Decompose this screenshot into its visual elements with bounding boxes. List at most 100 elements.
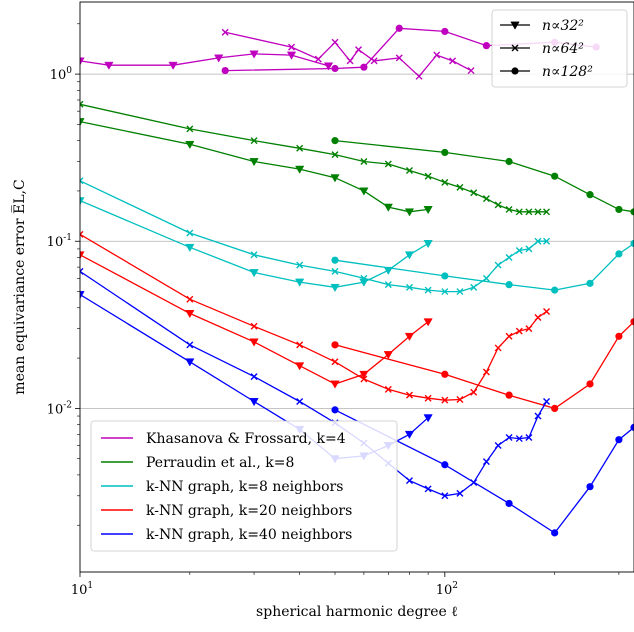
color-legend-label: k-NN graph, k=8 neighbors: [146, 479, 343, 495]
data-point: [185, 243, 195, 253]
data-point: [534, 237, 542, 245]
data-point: [482, 195, 490, 203]
data-point: [249, 338, 259, 347]
color-legend-label: k-NN graph, k=40 neighbors: [146, 527, 352, 543]
data-point: [186, 341, 194, 349]
color-legend-label: Khasanova & Frossard, k=4: [146, 431, 346, 447]
color-legend-box: [90, 420, 398, 552]
data-point: [441, 370, 449, 378]
series-0-triangle: [80, 50, 334, 71]
data-point: [630, 239, 634, 248]
data-point: [441, 461, 449, 469]
data-point: [360, 63, 368, 71]
data-point: [505, 157, 513, 166]
data-point: [441, 27, 449, 36]
data-point: [80, 57, 85, 66]
data-point: [534, 313, 542, 321]
series-11-circle: [331, 318, 634, 412]
data-point: [359, 187, 369, 196]
data-point: [221, 66, 229, 75]
data-point: [424, 172, 432, 180]
data-point: [250, 373, 258, 381]
data-point: [505, 332, 513, 340]
data-point: [405, 391, 413, 399]
data-point: [543, 307, 551, 315]
plot-frame: [79, 1, 634, 573]
data-point: [586, 483, 594, 491]
data-point: [404, 332, 415, 341]
data-point: [494, 344, 502, 352]
data-point: [423, 414, 433, 423]
plot-area: [80, 24, 634, 537]
data-point: [80, 100, 84, 108]
data-point: [286, 51, 297, 60]
data-point: [543, 397, 551, 405]
series-line: [80, 233, 547, 401]
data-point: [288, 43, 296, 51]
data-point: [296, 341, 304, 349]
color-legend: Khasanova & Frossard, k=4 Perraudin et al…: [90, 420, 398, 552]
data-point: [404, 251, 415, 260]
data-point: [331, 267, 339, 275]
tick-label: 102: [436, 581, 458, 598]
data-point: [505, 205, 513, 213]
data-point: [470, 388, 478, 396]
data-point: [296, 144, 304, 152]
data-point: [405, 167, 413, 174]
data-point: [360, 158, 368, 165]
data-point: [543, 237, 551, 245]
data-point: [415, 72, 423, 80]
data-point: [441, 396, 449, 404]
data-point: [331, 151, 339, 159]
data-point: [424, 485, 432, 493]
data-point: [186, 295, 194, 303]
color-legend-entry: Perraudin et al., k=8: [101, 455, 294, 471]
data-point: [405, 283, 413, 291]
data-point: [470, 283, 478, 291]
data-point: [551, 529, 559, 537]
data-point: [586, 191, 594, 199]
series-line: [80, 120, 429, 213]
tick-label: 10-2: [47, 400, 72, 417]
tick-label: 10-1: [47, 233, 72, 250]
series-6-triangle: [80, 197, 433, 293]
data-point: [360, 274, 368, 282]
data-point: [424, 286, 432, 294]
data-point: [384, 385, 392, 393]
data-point: [331, 341, 339, 349]
data-point: [346, 57, 354, 65]
series-3-triangle: [80, 118, 433, 217]
color-legend-entry: k-NN graph, k=20 neighbors: [101, 503, 352, 519]
marker-legend: n∝32² n∝64² n∝128²: [491, 9, 628, 88]
data-point: [384, 160, 392, 168]
data-point: [186, 125, 194, 133]
data-point: [534, 412, 542, 420]
data-point: [104, 61, 114, 70]
data-point: [250, 137, 258, 145]
data-point: [433, 51, 441, 59]
data-point: [515, 247, 523, 255]
marker-legend-entry: n∝32²: [500, 18, 584, 34]
data-point: [423, 240, 433, 249]
data-point: [441, 492, 449, 500]
data-point: [441, 288, 449, 296]
data-point: [221, 28, 229, 36]
data-point: [482, 458, 490, 466]
data-point: [505, 281, 513, 289]
data-point: [630, 423, 634, 431]
data-point: [383, 203, 393, 212]
data-point: [405, 477, 413, 485]
data-point: [586, 380, 594, 388]
series-13-x: [80, 267, 551, 500]
series-line: [334, 321, 634, 410]
data-point: [551, 172, 559, 180]
data-point: [331, 38, 339, 46]
data-point: [80, 291, 85, 300]
data-point: [494, 261, 502, 269]
data-point: [355, 46, 363, 54]
data-point: [249, 50, 259, 59]
data-point: [494, 201, 502, 209]
data-point: [80, 197, 85, 206]
marker-legend-label: n∝64²: [542, 41, 584, 57]
data-point: [423, 206, 433, 215]
